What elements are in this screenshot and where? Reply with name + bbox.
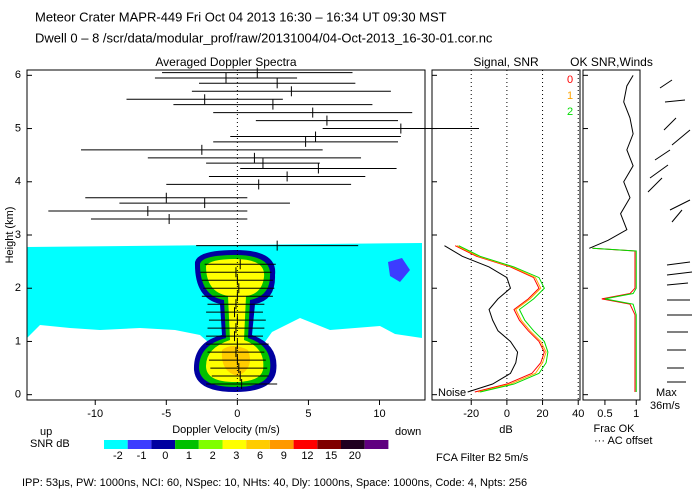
colorbar-tick-label: 9 <box>281 450 287 462</box>
colorbar-swatch <box>198 440 223 449</box>
y-axis-label: Height (km) <box>4 207 16 264</box>
colorbar-tick-label: 0 <box>162 450 168 462</box>
x-axis-label: Frac OK <box>594 423 636 435</box>
x-tick-label: 0.5 <box>597 408 612 420</box>
y-tick-label: 5 <box>15 122 21 134</box>
legend-entry: 1 <box>567 90 573 102</box>
colorbar-swatch <box>246 440 270 449</box>
colorbar-tick-label: -1 <box>137 450 147 462</box>
x-tick-label: 10 <box>373 408 385 420</box>
colorbar-swatch <box>151 440 176 449</box>
series-line <box>458 245 549 393</box>
x-tick-label: 20 <box>536 408 548 420</box>
x-tick-label: 1 <box>633 408 639 420</box>
series-line <box>592 247 636 393</box>
note: ··· AC offset <box>594 435 652 447</box>
colorbar-swatch <box>341 440 365 449</box>
series-line <box>444 245 519 393</box>
x-tick-label: -20 <box>463 408 479 420</box>
x-tick-label: -5 <box>161 408 171 420</box>
panel-title: Averaged Doppler Spectra <box>155 55 297 69</box>
x-tick-label: 0 <box>504 408 510 420</box>
filter-label: FCA Filter B2 5m/s <box>436 452 529 464</box>
legend-entry: 0 <box>567 74 573 86</box>
y-tick-label: 3 <box>15 229 21 241</box>
colorbar-swatch <box>175 440 199 449</box>
colorbar-swatch <box>104 440 128 449</box>
x-tick-label: -10 <box>87 408 103 420</box>
legend-entry: 2 <box>567 106 573 118</box>
y-tick-label: 2 <box>15 282 21 294</box>
colorbar-tick-label: 6 <box>257 450 263 462</box>
series-line <box>454 245 545 393</box>
panel-title: Signal, SNR <box>473 55 539 69</box>
colorbar-tick-label: 12 <box>301 450 313 462</box>
x-tick-label: 40 <box>572 408 584 420</box>
colorbar-swatch <box>293 440 318 449</box>
wind-arrows <box>647 79 693 383</box>
colorbar-swatch <box>269 440 294 449</box>
series-line <box>592 247 637 393</box>
max-value: 36m/s <box>650 400 680 412</box>
plot-frame <box>431 69 581 401</box>
header-line: Dwell 0 – 8 /scr/data/modular_prof/raw/2… <box>35 30 493 45</box>
colorbar-swatch <box>127 440 152 449</box>
colorbar-swatch <box>317 440 341 449</box>
y-tick-label: 4 <box>15 176 21 188</box>
colorbar-tick-label: 2 <box>210 450 216 462</box>
y-tick-label: 0 <box>15 389 21 401</box>
colorbar-swatch <box>222 440 247 449</box>
panel-title: OK SNR,Winds <box>570 55 653 69</box>
colorbar-swatch <box>364 440 389 449</box>
annotation: Noise <box>438 387 466 399</box>
series-line <box>589 75 634 249</box>
x-tick-label: 0 <box>234 408 240 420</box>
y-tick-label: 6 <box>15 69 21 81</box>
footer: IPP: 53μs, PW: 1000ns, NCI: 60, NSpec: 1… <box>22 477 527 489</box>
colorbar-tick-label: 20 <box>349 450 361 462</box>
colorbar-label: SNR dB <box>30 438 70 450</box>
series-line <box>456 245 547 393</box>
x-tick-label: 5 <box>305 408 311 420</box>
header-line: Meteor Crater MAPR-449 Fri Oct 04 2013 1… <box>35 9 447 24</box>
axis-end-label: down <box>395 426 421 438</box>
x-axis-label: dB <box>499 424 512 436</box>
y-tick-label: 1 <box>15 335 21 347</box>
colorbar-tick-label: 3 <box>233 450 239 462</box>
plot-frame <box>582 69 641 401</box>
colorbar-tick-label: 15 <box>325 450 337 462</box>
contour-field <box>27 243 422 392</box>
max-label: Max <box>656 387 677 399</box>
colorbar-tick-label: 1 <box>186 450 192 462</box>
axis-end-label: up <box>40 426 52 438</box>
colorbar-tick-label: -2 <box>113 450 123 462</box>
x-axis-label: Doppler Velocity (m/s) <box>172 424 280 436</box>
